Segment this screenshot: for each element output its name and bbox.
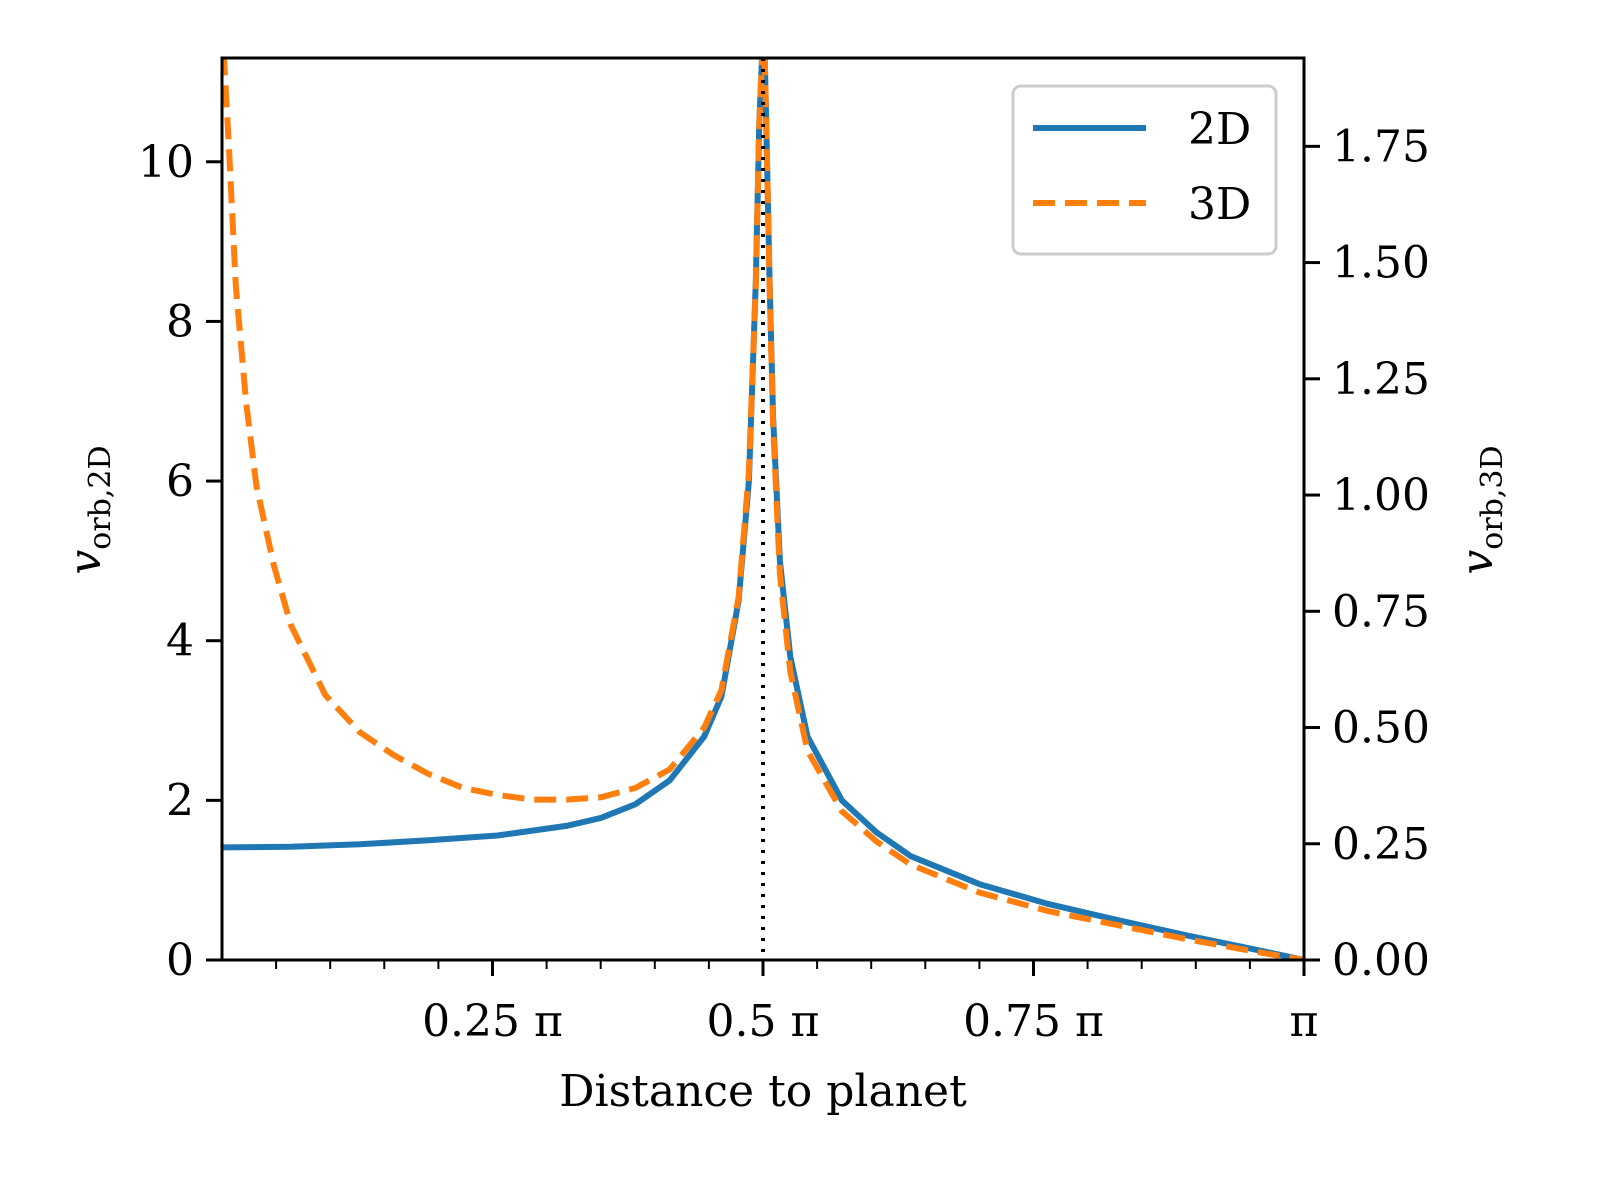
legend-label-3d: 3D — [1188, 179, 1251, 230]
x-tick-label: 0.25 π — [422, 996, 563, 1047]
y-right-tick-label: 0.00 — [1332, 935, 1430, 986]
y-right-tick-label: 1.00 — [1332, 470, 1430, 521]
y-axis-left-title: vorb,2D — [60, 445, 118, 574]
y-left-tick-label: 8 — [166, 296, 194, 347]
x-tick-label: 0.75 π — [963, 996, 1104, 1047]
x-tick-label: π — [1290, 996, 1319, 1047]
y-right-tick-label: 0.50 — [1332, 703, 1430, 754]
y-right-tick-label: 1.75 — [1332, 121, 1430, 172]
y-right-tick-label: 0.75 — [1332, 586, 1430, 637]
x-tick-label: 0.5 π — [707, 996, 820, 1047]
svg-text:vorb,3D: vorb,3D — [1452, 445, 1510, 574]
y-left-tick-label: 0 — [166, 935, 194, 986]
svg-text:vorb,2D: vorb,2D — [60, 445, 118, 574]
y-left-tick-label: 6 — [166, 456, 194, 507]
y-right-tick-label: 1.25 — [1332, 354, 1430, 405]
legend: 2D 3D — [1011, 84, 1278, 256]
y-left-tick-label: 2 — [166, 775, 194, 826]
legend-label-2d: 2D — [1188, 104, 1251, 155]
y-right-tick-label: 1.50 — [1332, 238, 1430, 289]
series-line-3d — [222, 58, 1304, 960]
x-axis-title: Distance to planet — [559, 1066, 967, 1117]
y-left-tick-label: 4 — [166, 616, 194, 667]
plot-area — [222, 58, 1304, 960]
y-right-tick-label: 0.25 — [1332, 819, 1430, 870]
series-line-2d — [222, 58, 1304, 960]
y-left-tick-label: 10 — [138, 137, 194, 188]
ticks: 0.25 π 0.5 π 0.75 π π 0 2 4 6 8 10 0.00 0.25 0.50 0.7… — [138, 121, 1430, 1047]
y-axis-right-title: vorb,3D — [1452, 445, 1510, 574]
